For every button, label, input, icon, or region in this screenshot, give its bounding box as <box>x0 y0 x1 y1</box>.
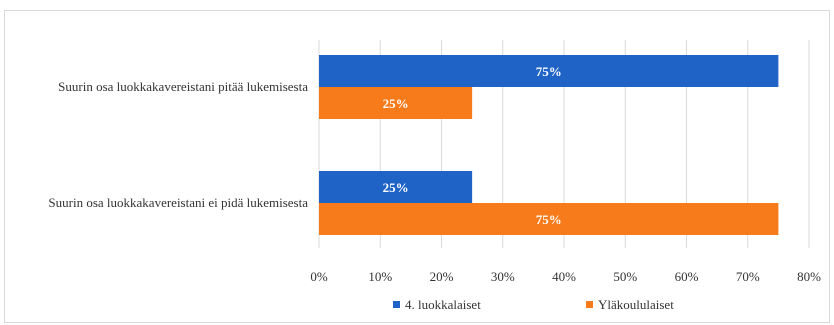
x-tick-label: 60% <box>675 269 699 284</box>
bar-series-1 <box>319 171 473 203</box>
x-tick-label: 30% <box>491 269 515 284</box>
x-tick-label: 40% <box>552 269 576 284</box>
x-tick-label: 70% <box>736 269 760 284</box>
bar-data-label: 25% <box>383 96 409 111</box>
x-tick-label: 50% <box>613 269 637 284</box>
legend-label: 4. luokkalaiset <box>405 297 481 312</box>
x-tick-label: 20% <box>430 269 454 284</box>
x-axis-ticks: 0% 10% 20% 30% 40% 50% 60% 70% 80% <box>310 269 821 284</box>
x-tick-label: 10% <box>368 269 392 284</box>
bar-series-1 <box>319 55 779 87</box>
category-label: Suurin osa luokkakavereistani pitää luke… <box>58 79 308 94</box>
bar-data-label: 75% <box>536 212 562 227</box>
bar-data-label: 25% <box>383 180 409 195</box>
legend: 4. luokkalaiset Yläkoululaiset <box>393 297 674 312</box>
bar-data-label: 75% <box>536 64 562 79</box>
x-tick-label: 80% <box>797 269 821 284</box>
legend-swatch <box>393 301 400 308</box>
bars <box>319 55 779 235</box>
x-tick-label: 0% <box>310 269 328 284</box>
bar-series-2 <box>319 87 473 119</box>
category-label: Suurin osa luokkakavereistani ei pidä lu… <box>48 195 308 210</box>
bar-labels: 75% 25% 25% 75% <box>383 64 562 227</box>
legend-label: Yläkoululaiset <box>598 297 674 312</box>
legend-swatch <box>586 301 593 308</box>
category-labels: Suurin osa luokkakavereistani pitää luke… <box>48 79 308 210</box>
bar-series-2 <box>319 203 779 235</box>
